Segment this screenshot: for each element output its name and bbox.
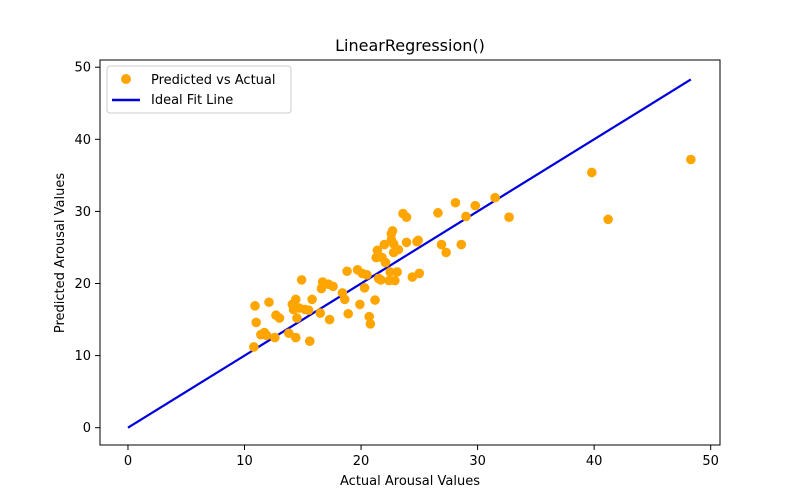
x-axis-label: Actual Arousal Values [340,474,480,489]
y-tick-label: 10 [74,349,91,364]
chart-title: LinearRegression() [335,36,485,55]
scatter-point [364,311,375,322]
scatter-point [296,275,307,285]
scatter-point [461,211,471,222]
x-axis-ticks: 0 10 20 30 40 50 [124,445,719,469]
scatter-point [587,167,597,178]
y-tick-label: 40 [74,133,91,148]
scatter-point [370,295,380,305]
scatter-point [379,239,390,250]
scatter-point [414,268,425,279]
y-tick-label: 30 [74,205,91,220]
scatter-point [385,267,395,277]
x-tick-label: 10 [236,454,253,469]
y-tick-label: 50 [74,61,91,76]
scatter-point [274,313,285,323]
scatter-point [490,192,500,203]
scatter-point [283,328,294,339]
x-tick-label: 0 [124,454,132,469]
scatter-point [441,247,451,258]
scatter-point [343,308,354,319]
legend-scatter-label: Predicted vs Actual [151,73,275,88]
scatter-point [504,212,514,222]
scatter-point [392,267,402,277]
legend-box [106,65,292,114]
x-tick-label: 20 [353,454,370,469]
scatter-point [303,305,314,315]
scatter-point [380,257,391,268]
axes-frame [99,59,721,446]
scatter-point [290,294,301,305]
y-tick-label: 0 [83,421,91,436]
legend-line-label: Ideal Fit Line [151,93,233,108]
scatter-point [456,239,467,250]
scatter-point [401,237,412,248]
scatter-point [292,313,302,323]
scatter-point [686,154,696,165]
scatter-point [304,336,315,346]
scatter-point [355,299,365,310]
scatter-point [401,212,412,222]
scatter-points-layer [249,154,696,352]
scatter-point [270,332,280,343]
scatter-point [249,342,259,352]
scatter-point [359,283,370,293]
scatter-point [261,330,272,341]
ideal-fit-line-layer [127,78,692,429]
scatter-point [250,301,260,311]
scatter-point [413,235,423,246]
scatter-point [436,239,447,250]
plot-area [99,59,721,446]
scatter-point [603,214,613,225]
scatter-point [307,294,317,305]
scatter-point [393,244,404,255]
scatter-point [342,266,352,277]
legend-scatter-marker [121,74,131,84]
ideal-fit-line [127,78,692,429]
x-tick-label: 30 [469,454,486,469]
scatter-point [365,319,376,329]
scatter-point [433,208,443,218]
scatter-point [362,270,372,280]
x-tick-label: 50 [702,454,719,469]
scatter-point [324,314,335,325]
scatter-point [315,308,326,318]
x-tick-label: 40 [586,454,603,469]
scatter-point [450,197,461,208]
scatter-point [339,294,350,305]
scatter-point [376,275,386,285]
scatter-point [290,332,301,343]
legend: Predicted vs Actual Ideal Fit Line [106,65,292,114]
scatter-point [264,297,274,308]
scatter-point [251,317,261,328]
y-tick-label: 20 [74,277,91,292]
y-axis-label: Predicted Arousal Values [53,173,68,333]
scatter-point [470,200,481,211]
y-axis-ticks: 0 10 20 30 40 50 [74,61,100,436]
scatter-point [372,245,383,256]
scatter-point [390,275,400,286]
scatter-point [387,226,398,236]
scatter-point [328,281,338,292]
